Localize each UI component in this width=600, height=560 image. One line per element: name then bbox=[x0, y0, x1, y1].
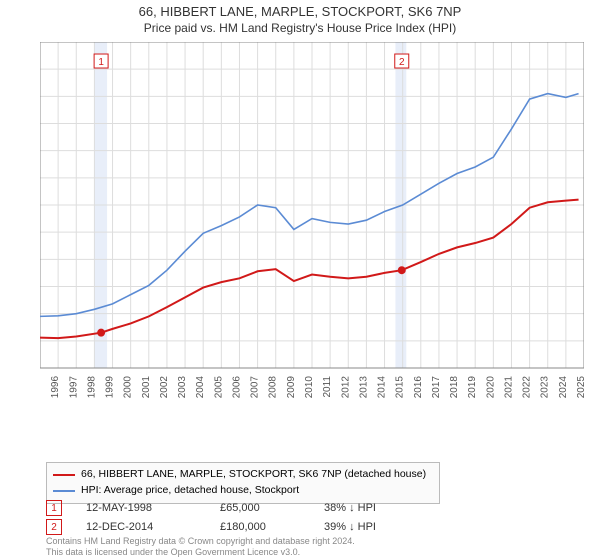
footer-line: Contains HM Land Registry data © Crown c… bbox=[46, 536, 355, 547]
legend-swatch bbox=[53, 474, 75, 476]
svg-text:2019: 2019 bbox=[467, 376, 478, 399]
event-marker-hpi: 39% ↓ HPI bbox=[324, 521, 414, 533]
legend-label: HPI: Average price, detached house, Stoc… bbox=[81, 483, 299, 499]
svg-text:2015: 2015 bbox=[395, 376, 406, 399]
svg-text:2020: 2020 bbox=[485, 376, 496, 399]
svg-text:2008: 2008 bbox=[268, 376, 279, 399]
legend-swatch bbox=[53, 490, 75, 492]
event-marker-price: £65,000 bbox=[220, 502, 300, 514]
chart-subtitle: Price paid vs. HM Land Registry's House … bbox=[0, 21, 600, 35]
svg-text:2018: 2018 bbox=[449, 376, 460, 399]
chart-container: 66, HIBBERT LANE, MARPLE, STOCKPORT, SK6… bbox=[0, 0, 600, 560]
event-marker-hpi: 38% ↓ HPI bbox=[324, 502, 414, 514]
svg-text:1998: 1998 bbox=[86, 376, 97, 399]
legend-label: 66, HIBBERT LANE, MARPLE, STOCKPORT, SK6… bbox=[81, 467, 426, 483]
svg-text:1: 1 bbox=[98, 57, 104, 68]
svg-text:2002: 2002 bbox=[159, 376, 170, 399]
svg-text:2023: 2023 bbox=[540, 376, 551, 399]
event-markers-list: 1 12-MAY-1998 £65,000 38% ↓ HPI 2 12-DEC… bbox=[46, 500, 414, 538]
event-marker-badge: 2 bbox=[46, 519, 62, 535]
svg-text:2000: 2000 bbox=[123, 376, 134, 399]
event-marker-date: 12-MAY-1998 bbox=[86, 502, 196, 514]
svg-text:1997: 1997 bbox=[68, 376, 79, 399]
legend: 66, HIBBERT LANE, MARPLE, STOCKPORT, SK6… bbox=[46, 462, 440, 504]
event-marker-badge: 1 bbox=[46, 500, 62, 516]
line-chart: £0£50K£100K£150K£200K£250K£300K£350K£400… bbox=[40, 42, 584, 412]
footer-line: This data is licensed under the Open Gov… bbox=[46, 547, 355, 558]
footer-attribution: Contains HM Land Registry data © Crown c… bbox=[46, 536, 355, 558]
chart-area: £0£50K£100K£150K£200K£250K£300K£350K£400… bbox=[40, 42, 584, 412]
svg-text:1999: 1999 bbox=[105, 376, 116, 399]
svg-text:2021: 2021 bbox=[503, 376, 514, 399]
svg-text:2013: 2013 bbox=[358, 376, 369, 399]
svg-text:2022: 2022 bbox=[522, 376, 533, 399]
svg-text:2024: 2024 bbox=[558, 376, 569, 399]
svg-text:2016: 2016 bbox=[413, 376, 424, 399]
svg-text:2006: 2006 bbox=[231, 376, 242, 399]
svg-text:2004: 2004 bbox=[195, 376, 206, 399]
chart-title: 66, HIBBERT LANE, MARPLE, STOCKPORT, SK6… bbox=[0, 0, 600, 21]
svg-text:2007: 2007 bbox=[250, 376, 261, 399]
svg-text:2005: 2005 bbox=[213, 376, 224, 399]
legend-item: HPI: Average price, detached house, Stoc… bbox=[53, 483, 433, 499]
svg-text:2014: 2014 bbox=[377, 376, 388, 399]
legend-item: 66, HIBBERT LANE, MARPLE, STOCKPORT, SK6… bbox=[53, 467, 433, 483]
svg-text:2025: 2025 bbox=[576, 376, 584, 399]
event-marker-row: 1 12-MAY-1998 £65,000 38% ↓ HPI bbox=[46, 500, 414, 516]
svg-text:2009: 2009 bbox=[286, 376, 297, 399]
svg-text:2003: 2003 bbox=[177, 376, 188, 399]
svg-text:1996: 1996 bbox=[50, 376, 61, 399]
svg-text:2010: 2010 bbox=[304, 376, 315, 399]
svg-text:2011: 2011 bbox=[322, 376, 333, 398]
event-marker-date: 12-DEC-2014 bbox=[86, 521, 196, 533]
svg-text:1995: 1995 bbox=[40, 376, 43, 399]
svg-text:2017: 2017 bbox=[431, 376, 442, 399]
svg-text:2001: 2001 bbox=[141, 376, 152, 399]
svg-text:2012: 2012 bbox=[340, 376, 351, 399]
event-marker-row: 2 12-DEC-2014 £180,000 39% ↓ HPI bbox=[46, 519, 414, 535]
event-marker-price: £180,000 bbox=[220, 521, 300, 533]
svg-text:2: 2 bbox=[399, 57, 405, 68]
